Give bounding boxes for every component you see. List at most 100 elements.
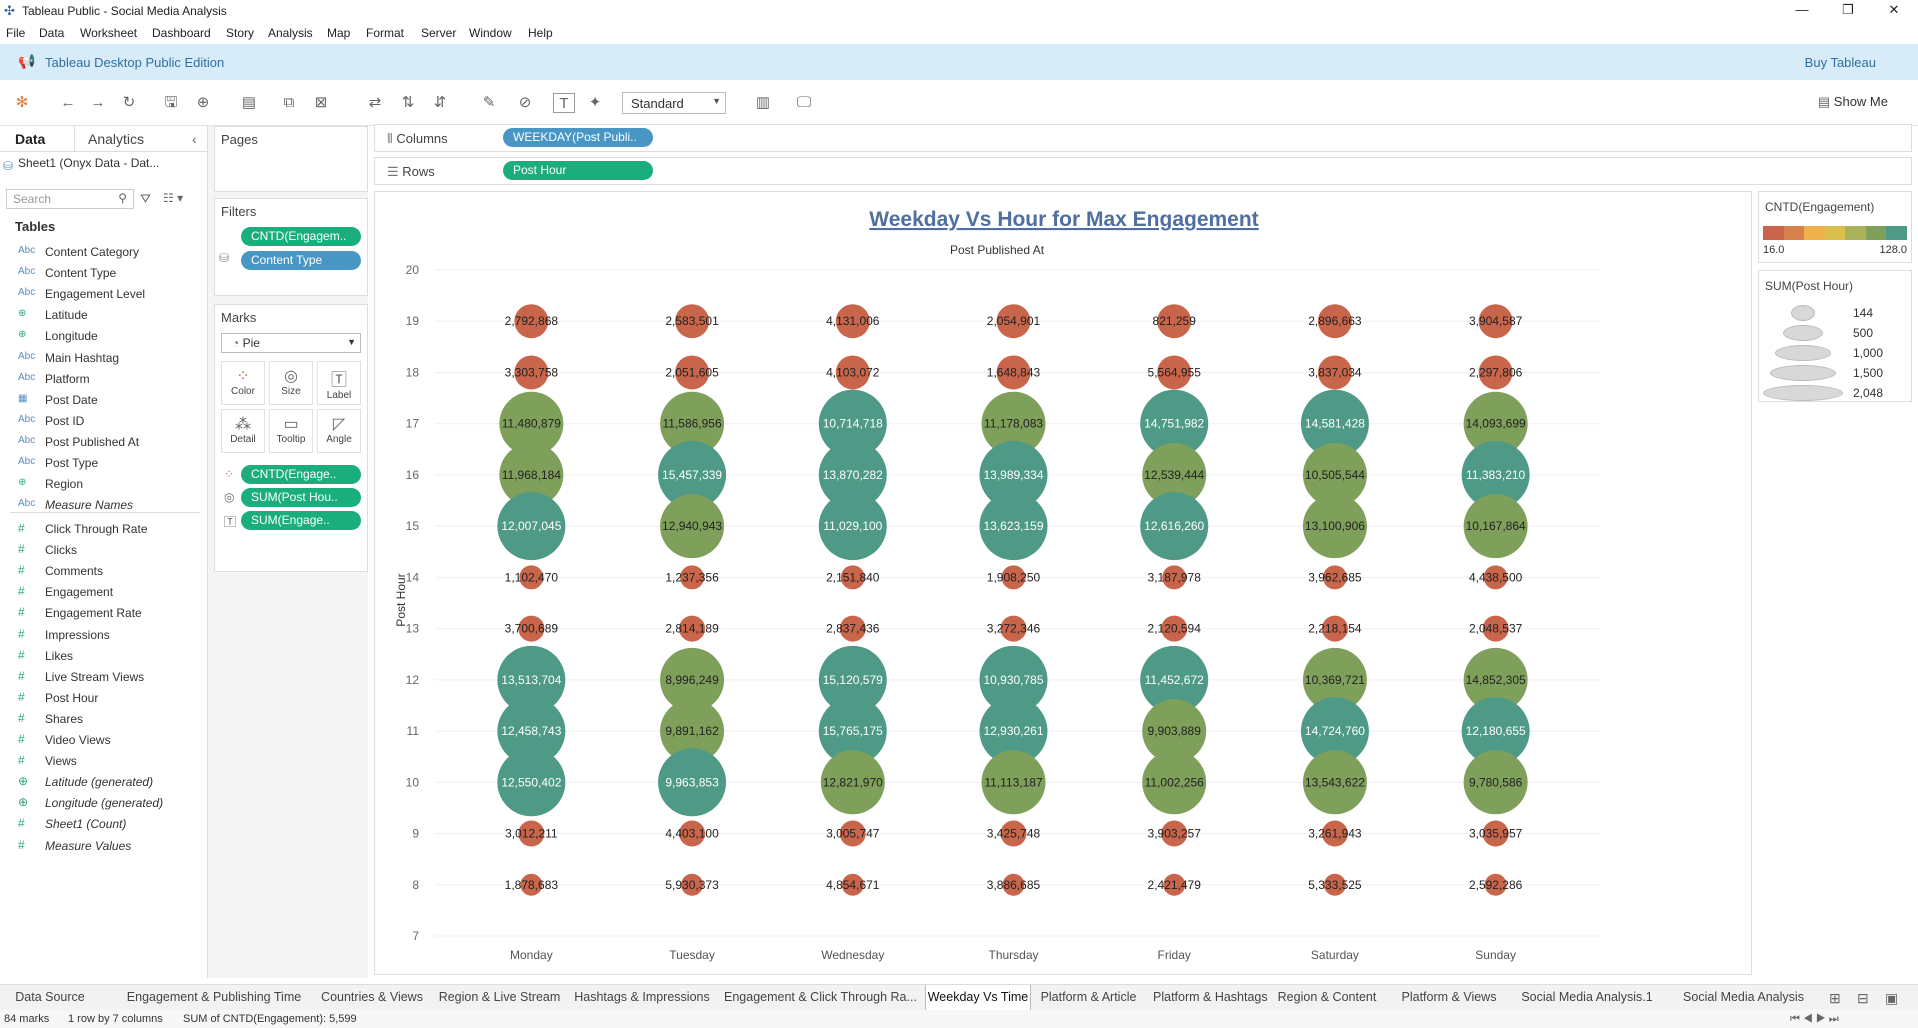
bubble-mark[interactable]	[660, 494, 725, 559]
menu-worksheet[interactable]: Worksheet	[80, 26, 138, 40]
field-views[interactable]: # Views	[0, 751, 208, 772]
bubble-mark[interactable]	[835, 355, 870, 390]
bubble-mark[interactable]	[1482, 615, 1509, 642]
field-sheet1-count[interactable]: # Sheet1 (Count)	[0, 814, 208, 835]
maximize-button[interactable]: ❐	[1842, 2, 1854, 17]
menu-dashboard[interactable]: Dashboard	[152, 26, 211, 40]
field-post-id[interactable]: Abc Post ID	[0, 411, 208, 432]
field-engagement[interactable]: # Engagement	[0, 582, 208, 603]
bubble-mark[interactable]	[679, 615, 706, 642]
bubble-mark[interactable]	[1140, 645, 1209, 714]
mark-pill-label[interactable]: SUM(Engage..	[241, 511, 361, 530]
filter-icon[interactable]: ⛛	[140, 191, 151, 206]
bubble-mark[interactable]	[1321, 615, 1348, 642]
bubble-mark[interactable]	[514, 304, 549, 339]
field-engagement-rate[interactable]: # Engagement Rate	[0, 603, 208, 624]
field-comments[interactable]: # Comments	[0, 561, 208, 582]
bubble-mark[interactable]	[520, 873, 543, 896]
field-latitude-generated[interactable]: ⊕ Latitude (generated)	[0, 772, 208, 793]
show-labels-icon[interactable]: T	[553, 93, 575, 113]
bubble-mark[interactable]	[660, 647, 725, 712]
bubble-mark[interactable]	[1317, 355, 1352, 390]
bubble-mark[interactable]	[1322, 565, 1347, 590]
bubble-mark[interactable]	[1484, 873, 1507, 896]
field-region[interactable]: ⊕ Region	[0, 474, 208, 495]
bubble-mark[interactable]	[981, 391, 1046, 456]
menu-file[interactable]: File	[6, 26, 26, 40]
bubble-mark[interactable]	[1463, 750, 1528, 815]
bubble-mark[interactable]	[839, 615, 866, 642]
field-latitude[interactable]: ⊕ Latitude	[0, 305, 208, 326]
bubble-mark[interactable]	[1000, 820, 1027, 847]
filter-pill-content-type[interactable]: Content Type	[241, 251, 361, 270]
sort-ascending-icon[interactable]: ⇅	[401, 94, 415, 111]
angle-button[interactable]: ◸ Angle	[317, 409, 361, 453]
bubble-mark[interactable]	[518, 820, 545, 847]
tooltip-button[interactable]: ▭ Tooltip	[269, 409, 313, 453]
field-likes[interactable]: # Likes	[0, 646, 208, 667]
bubble-mark[interactable]	[1478, 355, 1513, 390]
field-shares[interactable]: # Shares	[0, 709, 208, 730]
bubble-mark[interactable]	[675, 355, 710, 390]
view-options-icon[interactable]: ☷ ▾	[163, 191, 184, 205]
bubble-mark[interactable]	[979, 440, 1048, 509]
bubble-mark[interactable]	[1461, 697, 1530, 766]
undo-icon[interactable]: ←	[60, 94, 76, 111]
bubble-mark[interactable]	[1157, 304, 1192, 339]
sheet-tab[interactable]: Hashtags & Impressions	[574, 990, 710, 1004]
bubble-mark[interactable]	[839, 820, 866, 847]
field-content-category[interactable]: Abc Content Category	[0, 242, 208, 263]
bubble-mark[interactable]	[1300, 389, 1369, 458]
bubble-mark[interactable]	[1302, 442, 1367, 507]
sheet-tab[interactable]: Engagement & Publishing Time	[126, 990, 302, 1004]
minimize-button[interactable]: —	[1795, 2, 1809, 17]
bubble-mark[interactable]	[1300, 697, 1369, 766]
bubble-mark[interactable]	[1142, 699, 1207, 764]
bubble-mark[interactable]	[818, 645, 887, 714]
bubble-mark[interactable]	[1302, 647, 1367, 712]
size-button[interactable]: ◎ Size	[269, 361, 313, 405]
save-icon[interactable]: 🖫	[164, 94, 178, 111]
show-me-button[interactable]: ▤ Show Me	[1818, 94, 1888, 110]
bubble-mark[interactable]	[660, 699, 725, 764]
bubble-mark[interactable]	[1000, 615, 1027, 642]
clear-sheet-icon[interactable]: ⊠	[314, 94, 328, 111]
new-worksheet-icon[interactable]: ▤	[241, 94, 257, 111]
bubble-mark[interactable]	[818, 492, 887, 561]
bubble-mark[interactable]	[518, 615, 545, 642]
menu-window[interactable]: Window	[469, 26, 512, 40]
highlight-icon[interactable]: ✎	[482, 94, 496, 111]
sheet-tab[interactable]: Platform & Article	[1040, 990, 1137, 1004]
mark-type-select[interactable]: ◔ Pie ▼	[221, 333, 361, 353]
bubble-mark[interactable]	[1140, 492, 1209, 561]
bubble-mark[interactable]	[1321, 820, 1348, 847]
buy-tableau-link[interactable]: Buy Tableau	[1804, 55, 1876, 70]
tab-analytics[interactable]: Analytics	[88, 131, 145, 147]
search-input[interactable]: Search ⚲	[6, 189, 134, 209]
bubble-mark[interactable]	[818, 389, 887, 458]
tab-data[interactable]: Data	[15, 131, 46, 147]
sheet-tab[interactable]: Platform & Views	[1401, 990, 1497, 1004]
group-icon[interactable]: ⊘	[518, 94, 532, 111]
bubble-mark[interactable]	[660, 391, 725, 456]
bubble-mark[interactable]	[675, 304, 710, 339]
tableau-logo-icon[interactable]: ✻	[15, 94, 29, 111]
bubble-mark[interactable]	[514, 355, 549, 390]
datasource-name[interactable]: Sheet1 (Onyx Data - Dat...	[18, 156, 160, 170]
bubble-mark[interactable]	[1142, 750, 1207, 815]
bubble-mark[interactable]	[835, 304, 870, 339]
worksheet-view[interactable]: Weekday Vs Hour for Max Engagement Post …	[374, 191, 1752, 975]
sheet-tab[interactable]: Data Source	[15, 990, 85, 1004]
bubble-mark[interactable]	[497, 492, 566, 561]
bubble-mark[interactable]	[1463, 391, 1528, 456]
new-worksheet-icon[interactable]: ⊞	[1829, 990, 1841, 1006]
bubble-mark[interactable]	[1302, 494, 1367, 559]
mark-pill-size[interactable]: SUM(Post Hou..	[241, 488, 361, 507]
field-click-through-rate[interactable]: # Click Through Rate	[0, 519, 208, 540]
sheet-navigation-icon[interactable]: ⏮ ◀ ▶ ⏭	[1790, 1013, 1839, 1025]
bubble-mark[interactable]	[1162, 565, 1187, 590]
bubble-mark[interactable]	[497, 645, 566, 714]
replay-icon[interactable]: ↻	[122, 94, 136, 111]
size-legend[interactable]: SUM(Post Hour) 144 500 1,000 1,500 2,048	[1758, 270, 1912, 402]
field-main-hashtag[interactable]: Abc Main Hashtag	[0, 348, 208, 369]
